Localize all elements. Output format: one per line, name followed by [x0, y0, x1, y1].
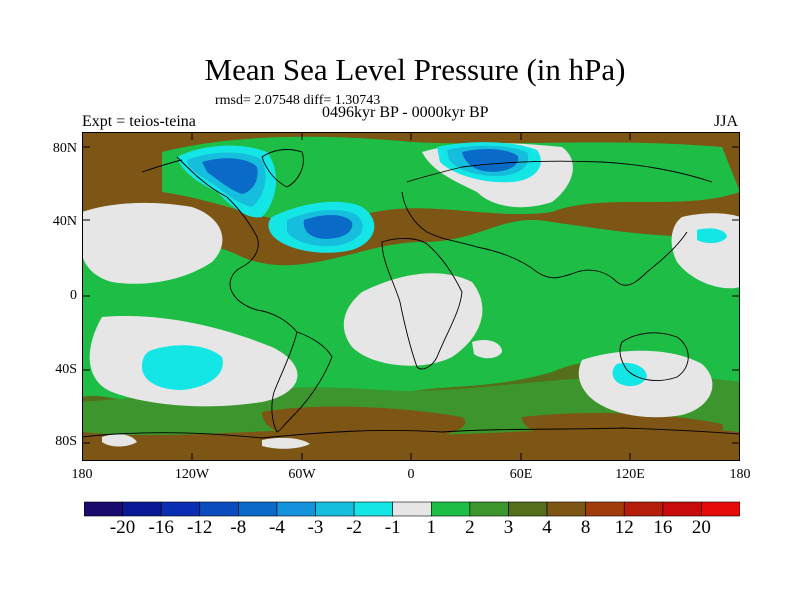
lat-tick-label: 40S [55, 362, 77, 377]
legend-label: 4 [542, 517, 552, 538]
legend-label: 3 [503, 517, 514, 538]
legend-swatch [315, 501, 355, 517]
map-title: Mean Sea Level Pressure (in hPa) [204, 52, 626, 87]
lat-tick-label: 40N [52, 214, 77, 229]
legend-swatch [701, 501, 740, 517]
legend-swatch [623, 501, 664, 517]
legend-swatch [238, 501, 278, 517]
legend-label: 1 [426, 517, 437, 538]
legend-swatch [430, 501, 471, 517]
lon-tick-label: 120E [615, 467, 645, 482]
pressure-anomaly-map [82, 132, 740, 461]
legend-swatch [585, 501, 625, 517]
deep-blue-north-atlantic-low [303, 214, 353, 239]
legend-swatch [353, 501, 394, 517]
legend-swatch [508, 501, 548, 517]
europe-coast [401, 191, 478, 248]
south-america-west-coast [256, 309, 298, 433]
lon-tick-label: 0 [407, 467, 415, 482]
lon-tick-label: 60W [288, 467, 316, 482]
rmsd-diff-stats: rmsd= 2.07548 diff= 1.30743 [215, 93, 381, 108]
map-ticks [82, 132, 740, 461]
coastlines [82, 149, 740, 439]
legend-label: -1 [384, 517, 401, 538]
legend-swatch [392, 501, 432, 517]
legend-swatch [122, 501, 162, 517]
south-america-east-coast [276, 331, 333, 433]
legend-label: -20 [109, 517, 136, 538]
lat-tick-label: 80S [55, 434, 77, 449]
antarctic-brown-patch [522, 412, 723, 446]
legend-label: -8 [230, 517, 247, 538]
legend-swatch [84, 501, 123, 517]
grey-madagascar-patch [472, 340, 502, 359]
legend-label: -16 [148, 517, 174, 538]
legend-label: -3 [307, 517, 324, 538]
season-label: JJA [714, 113, 739, 130]
color-legend-labels: -20 -16 -12 -8 -4 -3 -2 -1 1 2 3 4 8 12 16 20 [0, 517, 800, 539]
lat-tick-label: 80N [52, 141, 77, 156]
grey-ross-sea-patch [102, 434, 137, 447]
africa-coast [381, 238, 463, 370]
deep-blue-greenland-low [202, 158, 258, 194]
north-america-coast [176, 156, 259, 311]
lon-tick-label: 180 [729, 467, 751, 482]
legend-swatch [160, 501, 201, 517]
cyan-south-indian-low [612, 362, 647, 387]
greenland-coast [261, 149, 304, 188]
australia-coast [619, 332, 689, 381]
lon-tick-label: 120W [174, 467, 210, 482]
eurasia-north-coast [406, 160, 713, 183]
grey-north-pacific [82, 202, 223, 284]
legend-swatch [662, 501, 702, 517]
legend-label: 20 [691, 517, 711, 538]
grey-south-atlantic [343, 273, 483, 366]
legend-swatch [199, 501, 239, 517]
legend-label: 16 [653, 517, 673, 538]
lat-tick-label: 0 [70, 288, 77, 303]
green-arctic-band [162, 136, 740, 225]
legend-label: -4 [269, 517, 285, 538]
legend-swatch [546, 501, 586, 517]
legend-label: -2 [346, 517, 363, 538]
grey-south-indian [578, 350, 713, 418]
legend-swatch [276, 501, 316, 517]
lon-tick-label: 180 [71, 467, 93, 482]
south-asia-coast [476, 231, 688, 286]
legend-label: 8 [580, 517, 591, 538]
alaska-coast [141, 159, 183, 173]
color-legend-bar [84, 501, 740, 517]
legend-label: -12 [187, 517, 213, 538]
legend-label: 12 [614, 517, 634, 538]
lon-tick-label: 60E [509, 467, 533, 482]
deep-blue-siberian-low [462, 148, 519, 172]
period-label: 0496kyr BP - 0000kyr BP [322, 104, 489, 121]
legend-swatch [469, 501, 509, 517]
cyan-south-pacific-low [142, 345, 223, 390]
grey-weddell-patch [262, 437, 310, 449]
antarctica-coast [82, 427, 740, 439]
legend-label: 2 [465, 517, 475, 538]
experiment-label: Expt = teios-teina [82, 113, 196, 130]
cyan-west-pacific-low [697, 228, 727, 244]
